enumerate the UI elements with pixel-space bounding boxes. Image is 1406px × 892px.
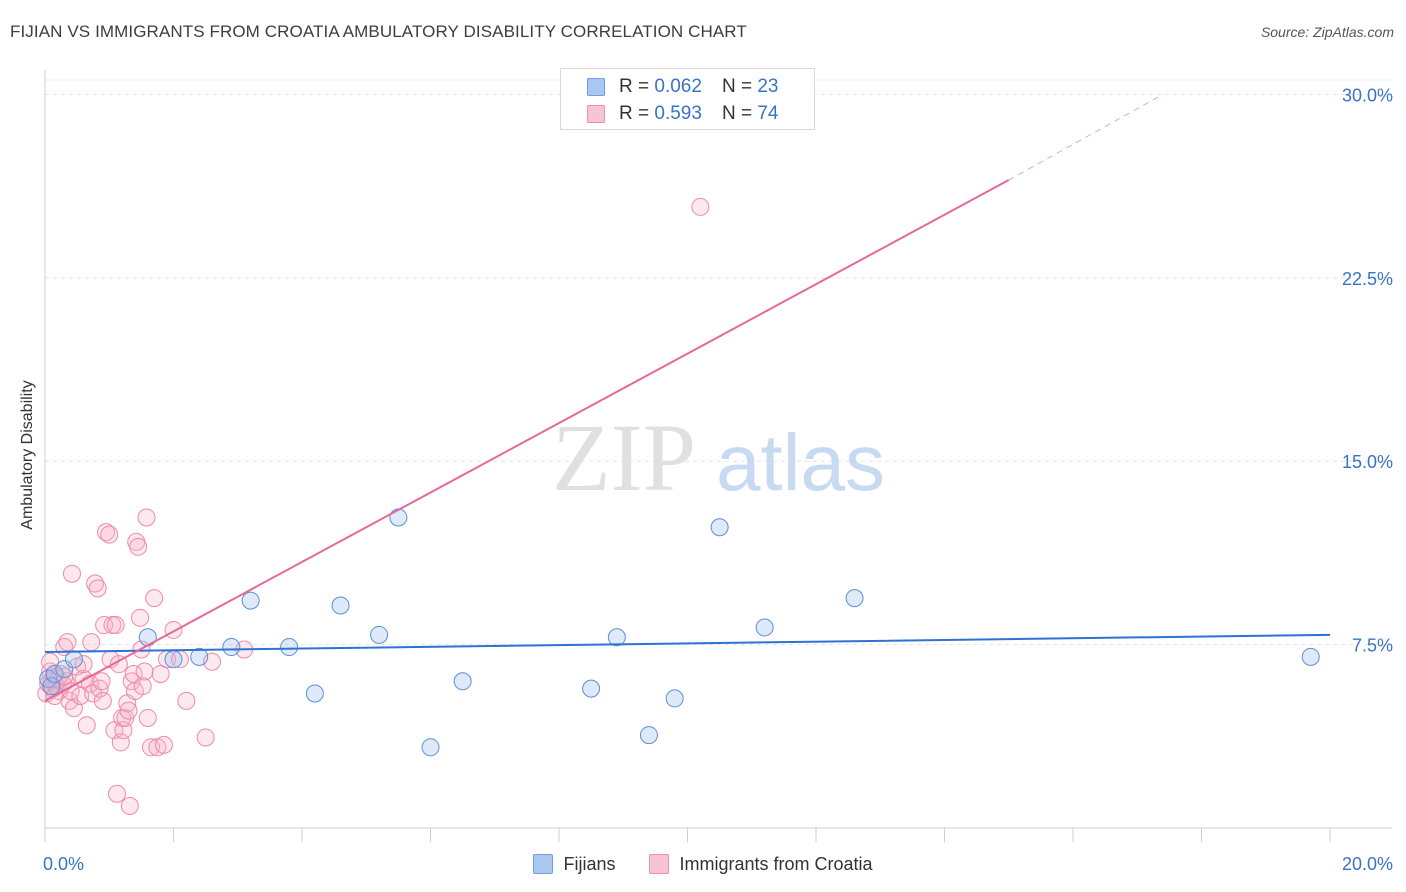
fijians-point <box>421 738 440 757</box>
croatia-point <box>138 708 157 727</box>
legend-n-value-fijians: 23 <box>757 76 779 97</box>
croatia-point <box>135 662 154 681</box>
fijians-point <box>389 508 408 527</box>
correlation-legend: R = 0.062 N = 23 R = 0.593 N = 74 <box>560 68 815 130</box>
fijians-point <box>222 638 241 657</box>
tick-labels: 7.5% 15.0% 22.5% 30.0% 0.0% 20.0% <box>43 85 1393 874</box>
croatia-point <box>119 701 138 720</box>
croatia-point <box>120 796 139 815</box>
legend-row-croatia: R = 0.593 N = 74 <box>587 103 778 125</box>
croatia-point <box>109 655 128 674</box>
fijians-point <box>370 625 389 644</box>
legend-row-fijians: R = 0.062 N = 23 <box>587 76 778 98</box>
watermark-zip: ZIP <box>552 404 696 511</box>
croatia-trend-extension <box>1008 94 1164 181</box>
croatia-point <box>97 523 116 542</box>
x-tick-label: 20.0% <box>1342 854 1393 874</box>
croatia-point <box>62 564 81 583</box>
legend-item-croatia: Immigrants from Croatia <box>649 853 873 875</box>
legend-swatch-croatia <box>587 105 605 123</box>
croatia-trend-line <box>44 179 1010 702</box>
chart-source: Source: ZipAtlas.com <box>1260 24 1394 40</box>
croatia-point <box>154 735 173 754</box>
croatia-point <box>92 672 111 691</box>
x-tick-label: 0.0% <box>43 854 84 874</box>
croatia-point <box>129 537 148 556</box>
croatia-point <box>74 655 93 674</box>
fijians-point <box>138 628 157 647</box>
fijians-point <box>280 638 299 657</box>
fijians-point <box>190 647 209 666</box>
trend-lines <box>44 94 1331 702</box>
fijians-point <box>639 726 658 745</box>
croatia-point <box>93 691 112 710</box>
fijians-point <box>755 618 774 637</box>
croatia-point <box>58 633 77 652</box>
legend-label-fijians: Fijians <box>563 853 616 874</box>
fijians-point <box>453 672 472 691</box>
fijians-trend-line <box>44 633 1331 653</box>
croatia-point <box>131 608 150 627</box>
legend-item-fijians: Fijians <box>533 854 615 875</box>
fijians-point <box>241 591 260 610</box>
fijians-point <box>710 518 729 537</box>
legend-swatch-fijians <box>533 854 554 874</box>
fijians-point <box>64 650 83 669</box>
croatia-point <box>77 716 96 735</box>
fijians-point <box>1301 647 1320 666</box>
legend-r-label: R = <box>619 103 650 124</box>
fijians-point <box>164 650 183 669</box>
legend-label-croatia: Immigrants from Croatia <box>679 853 873 874</box>
croatia-point <box>106 616 125 635</box>
croatia-point <box>133 677 152 696</box>
croatia-point <box>691 197 710 216</box>
fijians-point <box>45 664 64 683</box>
croatia-point <box>137 508 156 527</box>
croatia-point <box>122 672 141 691</box>
zipatlas-watermark: ZIP atlas <box>552 404 885 511</box>
y-tick-label: 30.0% <box>1342 85 1393 105</box>
grid-lines <box>45 79 1392 646</box>
y-tick-label: 22.5% <box>1342 269 1393 289</box>
fijians-point <box>845 589 864 608</box>
legend-swatch-fijians <box>587 78 605 96</box>
legend-n-label: N = <box>721 76 753 97</box>
croatia-point <box>107 784 126 803</box>
croatia-point <box>88 579 107 598</box>
fijians-point <box>55 660 74 679</box>
croatia-point <box>86 574 105 593</box>
y-tick-label: 7.5% <box>1352 636 1393 656</box>
fijians-point <box>665 689 684 708</box>
legend-r-value-croatia: 0.593 <box>654 103 702 124</box>
series-fijians-points <box>39 508 1320 757</box>
axes <box>44 70 1392 842</box>
legend-swatch-croatia <box>649 854 670 874</box>
croatia-point <box>177 691 196 710</box>
croatia-point <box>100 525 119 544</box>
y-tick-label: 15.0% <box>1342 452 1393 472</box>
fijians-point <box>305 684 324 703</box>
fijians-point <box>607 628 626 647</box>
legend-n-value-croatia: 74 <box>757 103 779 124</box>
legend-n-label: N = <box>721 103 753 124</box>
series-legend: Fijians Immigrants from Croatia <box>0 852 1406 876</box>
legend-r-label: R = <box>619 76 650 97</box>
fijians-point <box>582 679 601 698</box>
croatia-point <box>196 728 215 747</box>
croatia-point <box>82 633 101 652</box>
fijians-point <box>331 596 350 615</box>
chart-title: FIJIAN VS IMMIGRANTS FROM CROATIA AMBULA… <box>10 22 747 41</box>
croatia-point <box>164 620 183 639</box>
croatia-point <box>145 589 164 608</box>
legend-r-value-fijians: 0.062 <box>654 76 702 97</box>
watermark-atlas: atlas <box>716 418 885 507</box>
